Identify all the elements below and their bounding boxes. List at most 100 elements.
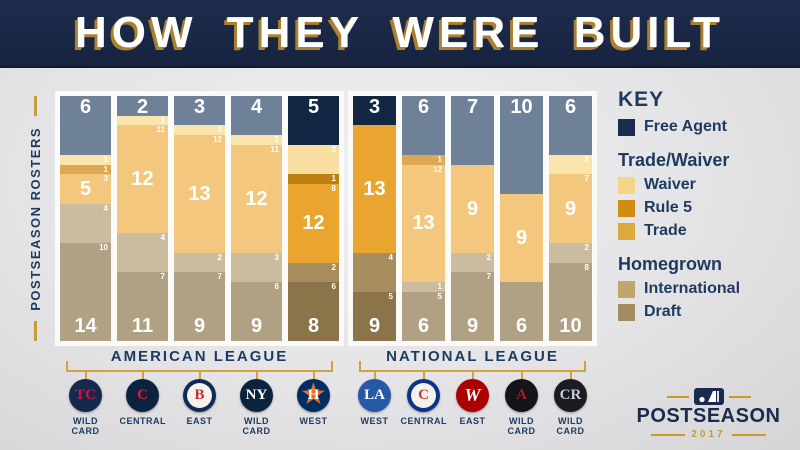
logos-row: TC WILD CARD C CENTRAL B EAST NY WILD CARD ★ H WES… (60, 372, 339, 437)
rockies-logo-icon: CR (554, 379, 587, 412)
nationals-logo-icon: W (456, 379, 489, 412)
logo-cell-cubs: C CENTRAL (400, 372, 447, 437)
homegrown-total: 9 (250, 315, 263, 337)
bracket-tick (569, 372, 572, 379)
segment-count: 4 (388, 252, 393, 262)
segment-international: 2 (174, 252, 225, 273)
homegrown-total: 6 (417, 315, 430, 337)
red-sox-logo-icon: B (183, 379, 216, 412)
segment-count: 7 (584, 174, 589, 184)
trade-waiver-total: 9 (564, 197, 577, 220)
segment-count: 11 (270, 144, 279, 154)
segment-waiver: 1 (174, 125, 225, 136)
key-item-waiver: Waiver (618, 176, 793, 194)
trade-waiver-total: 12 (245, 187, 268, 210)
segment-waiver: 2 (549, 154, 592, 175)
segment-free-agent: 3 (174, 96, 225, 126)
segment-count: 3 (103, 174, 108, 184)
postseason-2017-logo: POSTSEASON 2017 (631, 388, 786, 440)
segment-rule5: 1 (402, 154, 445, 165)
trade-waiver-total: 9 (515, 227, 528, 250)
free-agent-total: 6 (79, 96, 92, 118)
international-swatch-icon (618, 280, 635, 298)
trade-waiver-total: 13 (188, 182, 211, 205)
segment-draft (500, 282, 543, 341)
segment-trade: 8 12 (288, 184, 339, 263)
postseason-year: 2017 (691, 429, 726, 440)
bracket-tick (84, 372, 87, 379)
trade-waiver-total: 5 (79, 178, 92, 201)
key-label: Draft (644, 303, 682, 320)
free-agent-total: 7 (466, 96, 479, 118)
segment-free-agent: 2 (117, 96, 168, 117)
segment-international: 1 (402, 282, 445, 292)
segment-draft: 6 (288, 282, 339, 341)
star-icon: ★ (300, 379, 327, 411)
segment-count: 1 (437, 154, 442, 164)
segment-count: 2 (584, 154, 589, 164)
logo-inner-circle (187, 383, 212, 408)
bracket-tick (471, 372, 474, 379)
segment-free-agent: 10 (500, 96, 543, 194)
trade-waiver-total: 13 (412, 212, 435, 235)
astros-logo-icon: ★ H (297, 379, 330, 412)
logo-letters: CR (559, 387, 582, 403)
division-label: CENTRAL (400, 416, 447, 426)
homegrown-total: 8 (307, 315, 320, 337)
header-banner: HOW THEY WERE BUILT (0, 0, 800, 68)
key-panel: KEY Free Agent Trade/Waiver Waiver Rule 5 T… (618, 88, 793, 326)
segment-international: 2 (549, 242, 592, 263)
segment-count: 1 (160, 115, 165, 125)
segment-count: 7 (217, 272, 222, 282)
free-agent-total: 3 (193, 96, 206, 118)
bars-row: 3 13 4 5 9 6 1 12 13 1 5 6 7 9 2 7 9 10 9 6 6 2 7 9 2 8 10 (353, 96, 592, 341)
segment-international: 2 (451, 252, 494, 273)
logo-cell-nationals: W EAST (451, 372, 494, 437)
segment-count: 1 (103, 154, 108, 164)
logos-row: LA WEST C CENTRAL W EAST A WILD CARD CR WILD CARD (353, 372, 592, 437)
division-label: WILD CARD (507, 416, 536, 437)
key-item-trade: Trade (618, 222, 793, 240)
cubs-logo-icon: C (407, 379, 440, 412)
segment-count: 6 (331, 282, 336, 292)
rail-tick-top (33, 96, 37, 116)
division-label: WEST (299, 416, 328, 426)
rule-5-swatch-icon (618, 199, 635, 217)
logo-letters: H (307, 387, 320, 403)
dodgers-logo-icon: LA (358, 379, 391, 412)
segment-free-agent: 3 (353, 96, 396, 126)
bar-indians: 2 1 11 12 4 7 11 (117, 96, 168, 341)
bracket-tick (312, 372, 315, 379)
trade-waiver-total: 9 (466, 197, 479, 220)
segment-count: 4 (160, 233, 165, 243)
key-label: International (644, 280, 741, 297)
segment-international: 4 (60, 203, 111, 243)
key-heading-trade-waiver: Trade/Waiver (618, 150, 730, 170)
division-label: WILD CARD (242, 416, 271, 437)
segment-count: 1 (103, 164, 108, 174)
homegrown-total: 10 (559, 315, 582, 337)
segment-trade: 11 12 (231, 144, 282, 253)
bracket-tick (422, 372, 425, 379)
segment-waiver: 1 (117, 115, 168, 126)
segment-count: 8 (584, 262, 589, 272)
page-title: HOW THEY WERE BUILT (74, 8, 726, 57)
twins-logo-icon: TC (69, 379, 102, 412)
segment-count: 5 (388, 291, 393, 301)
key-label: Waiver (644, 176, 696, 193)
segment-trade: 12 13 (402, 164, 445, 283)
key-label: Trade (644, 222, 687, 239)
logo-cell-yankees: NY WILD CARD (231, 372, 282, 437)
logo-letters: A (516, 387, 527, 403)
key-label: Rule 5 (644, 199, 693, 216)
bar-dodgers: 3 13 4 5 9 (353, 96, 396, 341)
segment-waiver: 1 (231, 135, 282, 145)
free-agent-total: 6 (417, 96, 430, 118)
homegrown-total: 9 (368, 315, 381, 337)
free-agent-total: 3 (368, 96, 381, 118)
segment-free-agent: 6 (549, 96, 592, 155)
homegrown-total: 14 (74, 315, 97, 337)
logo-inner-circle (411, 383, 436, 408)
division-label: EAST (186, 416, 213, 426)
key-item-rule-5: Rule 5 (618, 199, 793, 217)
